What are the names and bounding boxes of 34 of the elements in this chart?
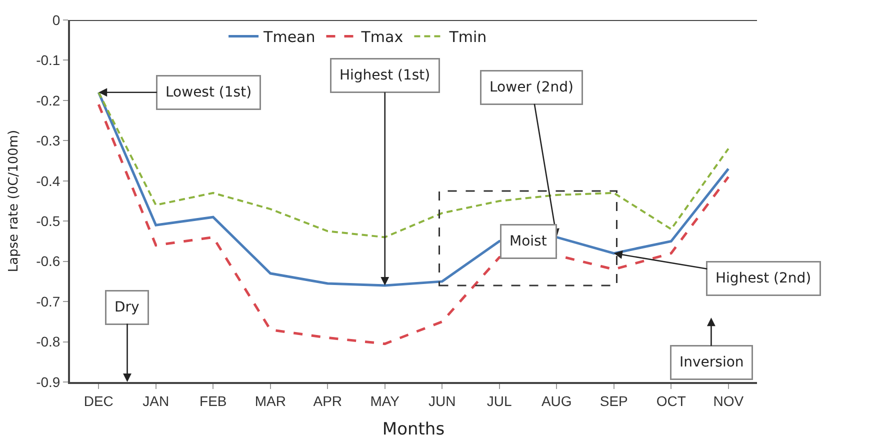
annotation: Lower (2nd) bbox=[490, 80, 574, 96]
y-tick-label: -0.4 bbox=[36, 172, 60, 189]
x-tick-label: DEC bbox=[84, 392, 114, 409]
annotation: Dry bbox=[114, 300, 140, 316]
x-tick-label: JAN bbox=[142, 392, 170, 409]
y-tick-label: -0.5 bbox=[36, 213, 60, 230]
x-tick-label: SEP bbox=[600, 392, 628, 409]
x-tick-label: JUL bbox=[486, 392, 512, 409]
x-tick-label: APR bbox=[313, 392, 342, 409]
y-tick-label: -0.7 bbox=[36, 293, 60, 310]
annotation: Inversion bbox=[680, 354, 744, 370]
y-tick-label: -0.6 bbox=[36, 253, 60, 270]
x-tick-label: MAY bbox=[370, 392, 400, 409]
annotation: Highest (2nd) bbox=[716, 270, 812, 286]
x-tick-label: FEB bbox=[200, 392, 227, 409]
annotation: Lowest (1st) bbox=[166, 84, 252, 100]
x-tick-label: NOV bbox=[713, 392, 744, 409]
annotation: Moist bbox=[510, 234, 548, 250]
y-tick-label: -0.1 bbox=[36, 52, 60, 68]
y-axis-title: Lapse rate (0C/100m) bbox=[6, 130, 22, 272]
x-tick-label: OCT bbox=[656, 392, 686, 409]
y-tick-label: 0 bbox=[52, 12, 60, 28]
y-tick-label: -0.8 bbox=[36, 334, 60, 350]
legend-label: Tmax bbox=[360, 28, 404, 46]
x-tick-label: AUG bbox=[541, 392, 572, 409]
y-tick-label: -0.2 bbox=[36, 92, 60, 108]
y-tick-label: -0.9 bbox=[36, 374, 60, 390]
x-tick-label: MAR bbox=[254, 392, 286, 409]
x-tick-label: JUN bbox=[428, 392, 456, 409]
annotation: Highest (1st) bbox=[340, 68, 430, 84]
legend-label: Tmin bbox=[448, 28, 487, 46]
x-axis-title: Months bbox=[382, 420, 445, 440]
y-tick-label: -0.3 bbox=[36, 132, 60, 149]
legend-label: Tmean bbox=[262, 28, 316, 46]
